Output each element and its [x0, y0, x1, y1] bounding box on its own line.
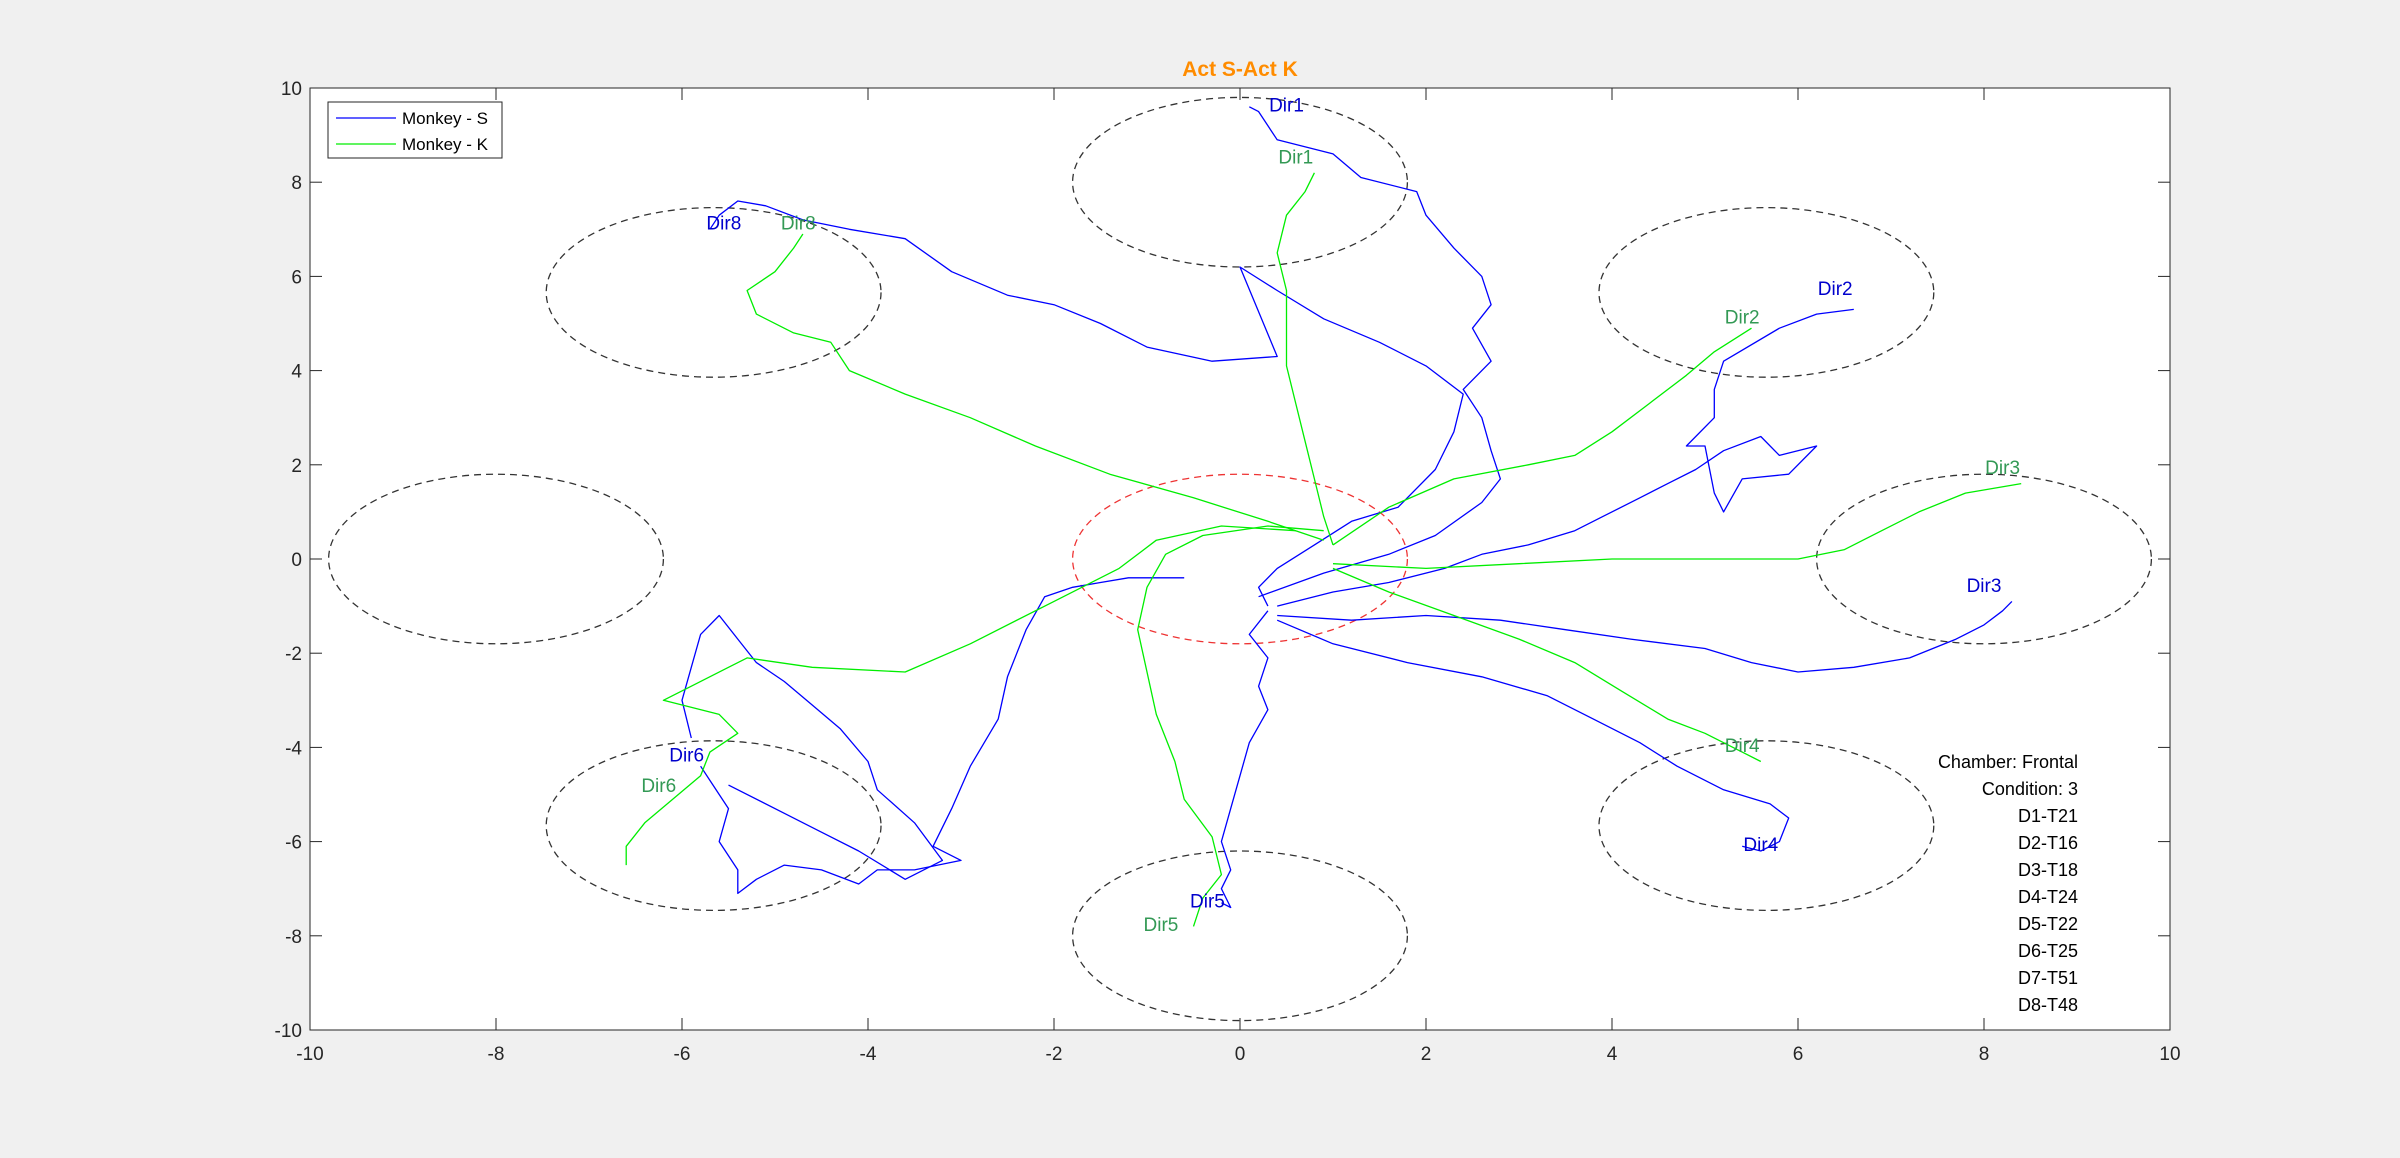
trajectory-monkey-s-dir7 [681, 614, 944, 880]
direction-label-13: Dir8 [781, 213, 816, 234]
trajectory-monkey-s-dir6 [700, 577, 1185, 895]
legend-label-monkey-s: Monkey - S [402, 109, 488, 128]
y-tick-label: -8 [285, 927, 302, 948]
trajectory-monkey-k-dir6 [625, 525, 1296, 866]
legend[interactable]: Monkey - S Monkey - K [327, 101, 503, 159]
center-target-circle [1071, 473, 1409, 645]
trajectory-monkey-k-dir3 [1332, 482, 2022, 570]
y-tick-label: -2 [285, 644, 302, 665]
x-tick-label: 6 [1793, 1044, 1804, 1065]
trajectory-monkey-k-dir2 [1332, 327, 1752, 546]
info-line-d8: D8-T48 [2018, 995, 2078, 1015]
x-tick-label: -6 [674, 1044, 691, 1065]
trajectory-monkey-s-dir5 [1220, 610, 1269, 909]
direction-labels: Dir1 Dir1 Dir2 Dir2 Dir3 Dir3 Dir4 Dir4 Dir5 Dir5… [641, 96, 2020, 937]
x-tick-label: 10 [2159, 1044, 2180, 1065]
trajectory-monkey-k-dir8 [746, 233, 1324, 541]
info-line-condition: Condition: 3 [1982, 779, 2078, 799]
legend-box [327, 101, 503, 159]
info-line-d1: D1-T21 [2018, 806, 2078, 826]
target-circle-2 [1598, 206, 1935, 378]
direction-label-1: Dir1 [1278, 147, 1313, 168]
y-tick-label: 10 [281, 79, 302, 100]
direction-label-12: Dir8 [706, 213, 741, 234]
trajectory-monkey-k-dir4 [1332, 567, 1762, 763]
direction-label-0: Dir1 [1269, 96, 1304, 117]
y-tick-label: -6 [285, 833, 302, 854]
direction-label-5: Dir3 [1967, 576, 2002, 597]
y-tick-label: -10 [275, 1021, 302, 1042]
trajectory-monkey-s-dir4 [1276, 619, 1790, 852]
info-line-d2: D2-T16 [2018, 833, 2078, 853]
y-tick-label: 4 [291, 362, 302, 383]
target-circle-8 [545, 206, 882, 378]
trajectories [625, 106, 2022, 927]
direction-label-9: Dir5 [1144, 915, 1179, 936]
y-tick-label: 8 [291, 173, 302, 194]
y-tick-label: 2 [291, 456, 302, 477]
info-line-d3: D3-T18 [2018, 860, 2078, 880]
direction-label-3: Dir2 [1725, 308, 1760, 329]
target-circle-1 [1071, 96, 1409, 268]
x-tick-label: -8 [488, 1044, 505, 1065]
x-tick-label: -4 [860, 1044, 877, 1065]
y-tick-label: -4 [285, 738, 302, 759]
info-line-d6: D6-T25 [2018, 941, 2078, 961]
direction-label-11: Dir6 [641, 776, 676, 797]
target-circles [327, 96, 2153, 1022]
info-line-d4: D4-T24 [2018, 887, 2078, 907]
x-tick-label: 8 [1979, 1044, 1990, 1065]
info-line-chamber: Chamber: Frontal [1938, 752, 2078, 772]
direction-label-4: Dir3 [1985, 458, 2020, 479]
target-circle-3 [1815, 473, 2153, 645]
y-tick-label: 0 [291, 550, 302, 571]
trajectory-monkey-k-dir1 [1276, 172, 1334, 546]
x-tick-label: 4 [1607, 1044, 1618, 1065]
target-circle-5 [1071, 850, 1409, 1022]
trajectory-monkey-s-dir3 [1277, 600, 2013, 673]
axis-ticks: -10 -8 -6 -4 -2 0 2 4 6 8 10 -10 -8 -6 -4 -2 0 2 4 6 8 10 [275, 79, 2181, 1065]
direction-label-7: Dir4 [1743, 835, 1778, 856]
x-tick-label: -2 [1046, 1044, 1063, 1065]
chart-title: Act S-Act K [1182, 58, 1298, 81]
legend-label-monkey-k: Monkey - K [402, 135, 489, 154]
trajectory-monkey-s-dir1 [1249, 106, 1502, 598]
x-tick-label: 2 [1421, 1044, 1432, 1065]
direction-label-2: Dir2 [1818, 279, 1853, 300]
x-tick-label: 0 [1235, 1044, 1246, 1065]
trajectory-monkey-k-dir5 [1137, 525, 1324, 927]
trajectory-monkey-s-dir8 [709, 200, 1464, 607]
plot-area [309, 87, 2171, 1031]
target-circle-4 [1598, 740, 1935, 912]
info-line-d5: D5-T22 [2018, 914, 2078, 934]
direction-label-8: Dir5 [1190, 892, 1225, 913]
y-tick-label: 6 [291, 267, 302, 288]
target-circle-6 [545, 740, 882, 912]
target-circle-7 [327, 473, 665, 645]
x-tick-label: -10 [296, 1044, 323, 1065]
direction-label-10: Dir6 [669, 746, 704, 767]
direction-label-6: Dir4 [1725, 736, 1760, 757]
trajectory-monkey-s-dir2 [1277, 308, 1854, 607]
info-line-d7: D7-T51 [2018, 968, 2078, 988]
info-box: Chamber: Frontal Condition: 3 D1-T21 D2-… [1938, 752, 2078, 1015]
